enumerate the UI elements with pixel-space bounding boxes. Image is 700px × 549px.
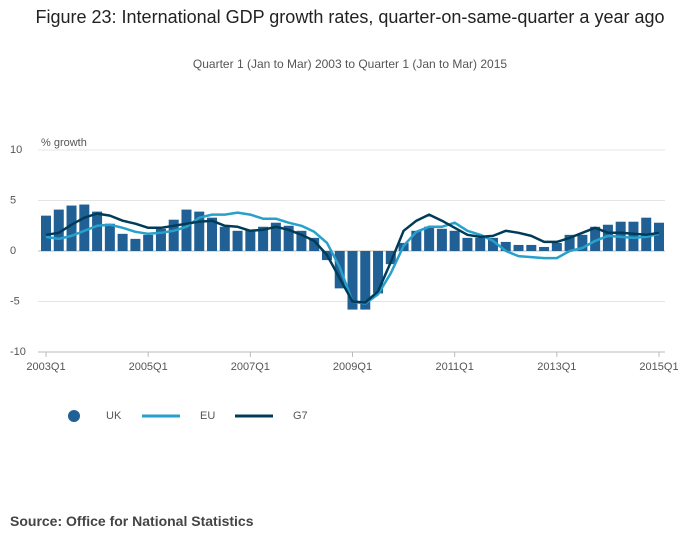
bar <box>385 251 396 265</box>
bar <box>232 230 243 251</box>
bar <box>168 219 179 251</box>
y-tick-label: -10 <box>10 346 26 358</box>
bar <box>309 237 320 251</box>
legend-label: UK <box>106 410 122 422</box>
x-tick-label: 2003Q1 <box>26 361 65 373</box>
bar <box>245 229 256 251</box>
bar <box>539 246 550 251</box>
x-tick-label: 2007Q1 <box>231 361 270 373</box>
bar <box>500 241 511 251</box>
y-tick-label: 0 <box>10 245 16 257</box>
bar <box>628 221 639 251</box>
y-tick-label: -5 <box>10 295 20 307</box>
bar <box>462 237 473 251</box>
x-tick-label: 2013Q1 <box>537 361 576 373</box>
line <box>45 212 660 304</box>
bar <box>79 204 90 251</box>
bar <box>577 234 588 251</box>
bar <box>347 251 358 310</box>
bar <box>590 226 601 251</box>
bar <box>526 244 537 251</box>
x-tick-label: 2015Q1 <box>639 361 678 373</box>
bar <box>270 222 281 251</box>
bar <box>207 217 218 251</box>
bar <box>92 211 103 251</box>
bar <box>513 244 524 251</box>
x-tick-label: 2009Q1 <box>333 361 372 373</box>
bar <box>104 223 115 251</box>
bar <box>602 224 613 251</box>
bar <box>449 230 460 251</box>
bar <box>219 226 230 251</box>
y-axis-label: % growth <box>41 137 87 149</box>
bar <box>436 228 447 251</box>
y-tick-label: 10 <box>10 144 22 156</box>
bar <box>258 226 269 251</box>
bar <box>41 215 51 251</box>
y-tick-label: 5 <box>10 194 16 206</box>
bar <box>487 237 498 251</box>
chart: % growth -10 -5 0 5 10 2003Q1 2005Q1 2007Q1 2009… <box>10 137 679 422</box>
x-tick-label: 2011Q1 <box>436 361 474 373</box>
x-tick-label: 2005Q1 <box>129 361 168 373</box>
legend-label: G7 <box>293 410 308 422</box>
bar <box>53 209 64 251</box>
bar <box>654 222 664 251</box>
legend-label: EU <box>200 410 215 422</box>
bar <box>373 251 384 294</box>
bar <box>194 211 205 251</box>
source-note: Source: Office for National Statistics <box>10 513 254 529</box>
bar <box>117 233 128 251</box>
bar <box>551 242 562 251</box>
bar <box>181 209 192 251</box>
bar <box>283 225 294 251</box>
bar <box>411 230 422 251</box>
bar <box>296 230 307 251</box>
bar <box>360 251 371 310</box>
bar <box>130 238 141 251</box>
bar <box>155 228 166 251</box>
bar <box>66 205 77 251</box>
chart-title: Figure 23: International GDP growth rate… <box>35 7 665 27</box>
bar <box>475 237 486 251</box>
bar <box>564 234 575 251</box>
legend-swatch <box>68 410 80 422</box>
chart-subtitle: Quarter 1 (Jan to Mar) 2003 to Quarter 1… <box>192 57 508 71</box>
bar <box>143 234 154 251</box>
bar <box>424 226 435 251</box>
